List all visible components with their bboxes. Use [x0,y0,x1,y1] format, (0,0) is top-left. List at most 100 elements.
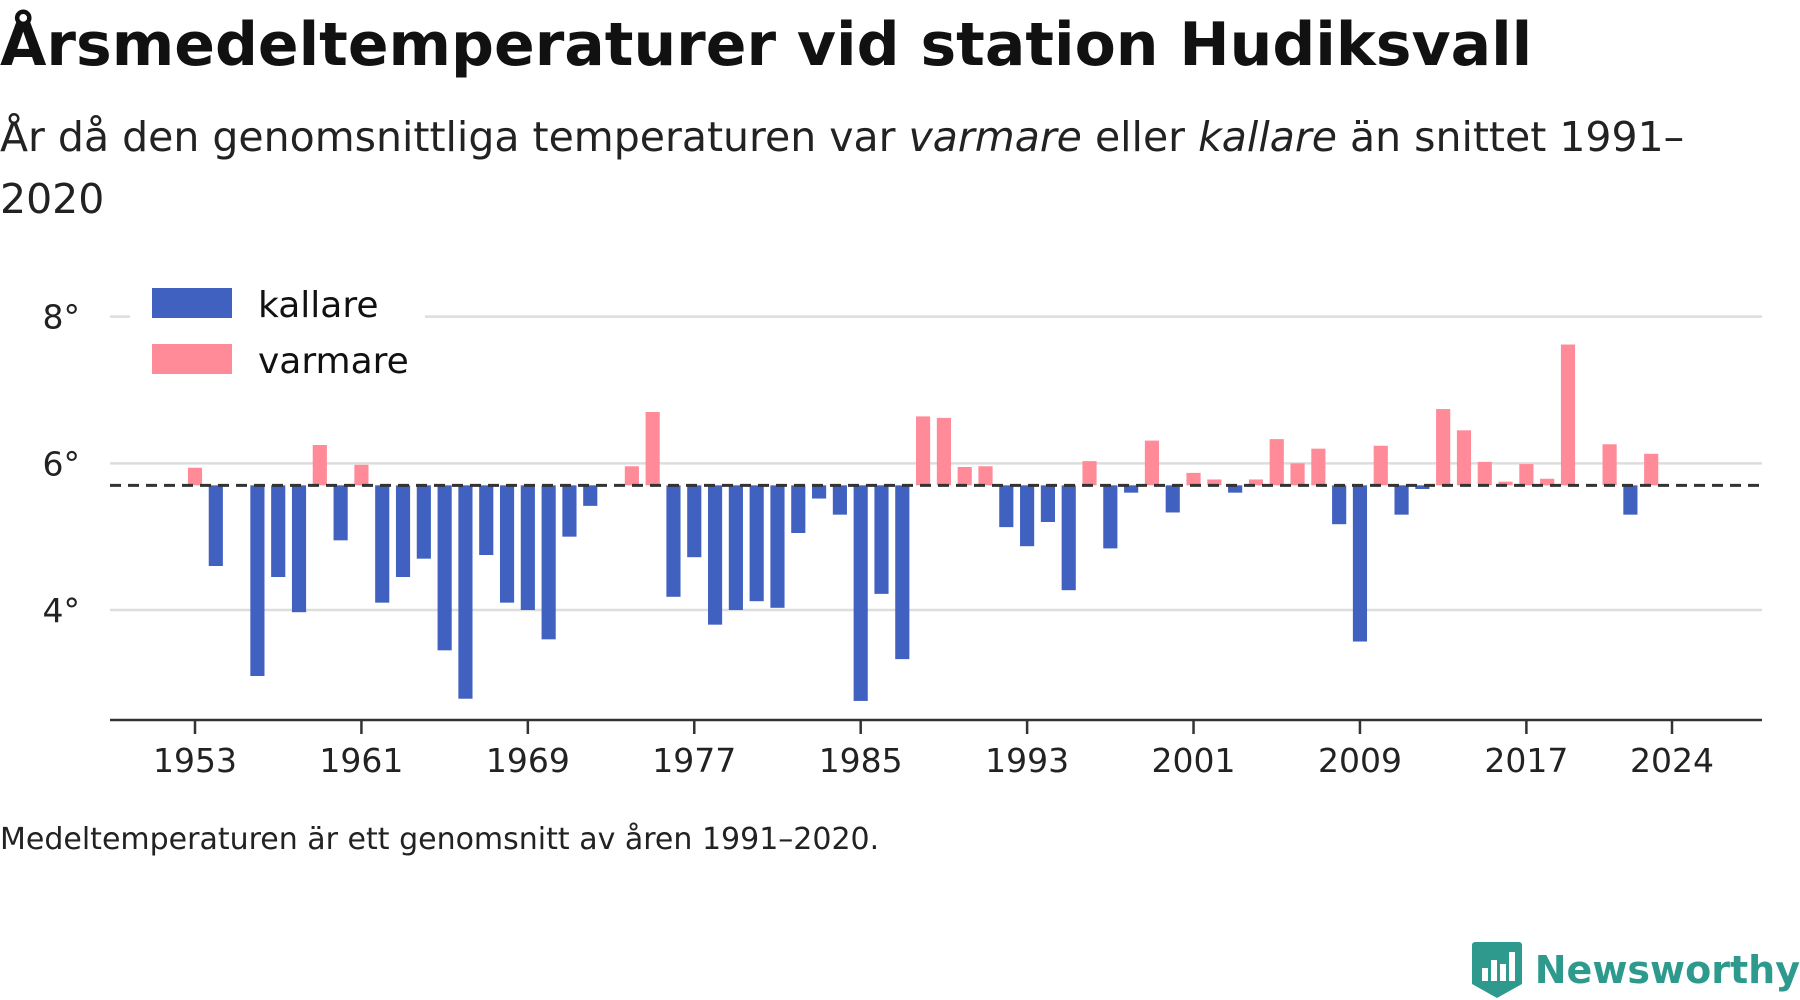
subtitle-warm-word: varmare [908,113,1082,161]
bar-warmer [978,466,993,486]
y-tick-label: 4° [43,591,81,630]
bar-colder [812,485,827,499]
bar-warmer [187,467,203,486]
bar-warmer [1519,464,1534,486]
bar-colder [1061,485,1076,591]
bar-colder [874,485,889,594]
bar-warmer [1144,440,1160,486]
y-tick-label: 6° [43,444,81,483]
y-axis-ticks: 4° 6° 8° [43,298,81,630]
brand: Newsworthy [1471,940,1800,1000]
bar-warmer [1602,444,1617,486]
bar-warmer [1207,479,1222,486]
bar-colder [728,485,743,610]
legend-label-colder: kallare [258,285,379,326]
bar-warmer [1311,448,1326,486]
bar-warmer [1456,430,1472,486]
bar-warmer [645,412,660,486]
x-tick-label: 1961 [319,741,403,780]
bar-colder [1394,485,1409,515]
bar-warmer [624,466,639,486]
brand-name: Newsworthy [1534,948,1800,992]
bar-colder [1228,485,1243,493]
bar-warmer [1644,453,1659,486]
bar-colder [499,485,515,603]
legend-swatch-colder [152,288,232,318]
bar-colder [479,485,494,555]
footnote: Medeltemperaturen är ett genomsnitt av å… [0,822,880,857]
bar-colder [832,485,847,515]
subtitle-cold-word: kallare [1198,113,1337,161]
bar-warmer [1269,439,1284,486]
bar-colder [749,485,764,602]
bar-colder [1352,485,1368,642]
subtitle-part-1: År då den genomsnittliga temperaturen va… [0,113,909,161]
x-tick-label: 1953 [153,741,237,780]
bar-warmer [1477,461,1492,486]
bar-colder [687,485,702,558]
x-tick-label: 1993 [985,741,1069,780]
bar-colder [1332,485,1347,525]
bar-warmer [957,467,972,486]
bar-colder [707,485,723,625]
bar-warmer [1290,463,1305,486]
bar-colder [271,485,286,577]
bar-warmer [936,417,951,486]
bar-warmer [1373,445,1388,486]
bar-warmer [1186,472,1201,486]
x-tick-label: 2024 [1630,741,1714,780]
x-tick-label: 2017 [1484,741,1568,780]
chart-subtitle: År då den genomsnittliga temperaturen va… [0,106,1700,230]
bar-colder [375,485,390,603]
bar-colder [416,485,431,559]
legend-label-warmer: varmare [258,341,409,382]
bar-colder [541,485,556,640]
x-tick-label: 2009 [1318,741,1402,780]
bar-warmer [354,464,369,486]
x-axis-ticks: 1953 1961 1969 1977 1985 1993 2001 2009 2017 2024 [153,720,1714,780]
legend-swatch-warmer [152,344,232,374]
bar-warmer [1082,461,1097,486]
bar-colder [437,485,452,651]
bar-colder [1623,485,1638,515]
bar-colder [458,485,473,699]
bar-colder [208,485,223,566]
chart-title: Årsmedeltemperaturer vid station Hudiksv… [0,10,1533,80]
y-tick-label: 8° [43,298,81,337]
subtitle-part-2: eller [1081,113,1199,161]
x-tick-label: 1985 [819,741,903,780]
bar-colder [520,485,535,610]
bar-colder [895,485,910,660]
bar-colder [1415,485,1430,489]
bar-colder [1103,485,1118,549]
bar-warmer [1560,344,1576,486]
bar-warmer [1540,478,1555,486]
x-tick-label: 1969 [486,741,570,780]
bar-colder [1165,485,1180,513]
bar-warmer [312,445,327,486]
x-tick-label: 2001 [1152,741,1236,780]
bars [187,344,1659,701]
bar-colder [853,485,868,701]
bar-warmer [1436,409,1451,486]
bar-colder [999,485,1014,528]
bar-colder [333,485,348,541]
bar-warmer [1498,481,1513,486]
bar-colder [770,485,785,608]
bar-colder [395,485,411,577]
bar-warmer [916,416,931,486]
bar-colder [1020,485,1035,547]
bar-colder [562,485,577,537]
bar-colder [583,485,598,506]
bar-colder [666,485,681,597]
legend: kallare varmare [130,272,425,392]
bar-colder [250,485,265,676]
bar-colder [291,485,307,613]
subtitle-part-3: än snittet 1991–2020 [0,113,1685,223]
x-tick-label: 1977 [652,741,736,780]
bar-warmer [1248,479,1264,486]
bar-colder [1124,485,1139,493]
bar-colder [1040,485,1055,522]
bar-colder [791,485,806,533]
temperature-bar-chart: 1953 1961 1969 1977 1985 1993 2001 2009 2017 2024… [43,272,1762,780]
